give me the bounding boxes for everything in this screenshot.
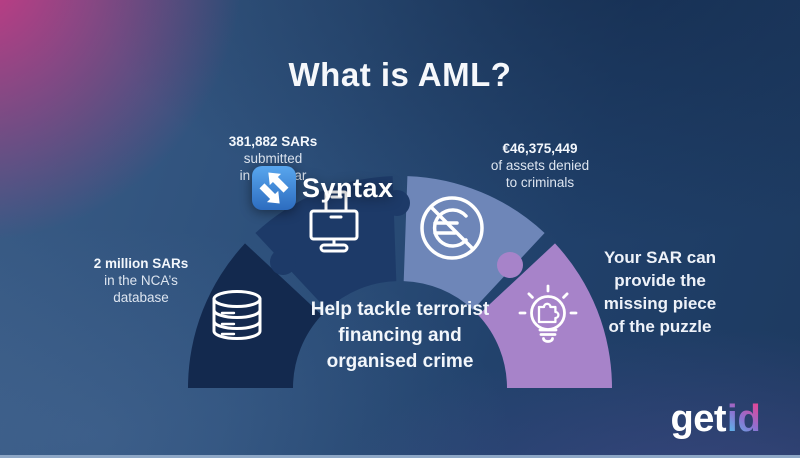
stat-line: submitted <box>243 151 303 166</box>
center-message: Help tackle terrorist financing and orga… <box>290 297 510 375</box>
stat-line: in the NCA’s <box>104 273 178 288</box>
database-icon <box>212 290 262 340</box>
stat-line: of assets denied <box>490 158 590 173</box>
stat-line: Your SAR can <box>603 248 717 267</box>
stat-nca-database: 2 million SARs in the NCA’s database <box>41 255 241 306</box>
puzzle-tab <box>384 190 410 216</box>
puzzle-piece-assets <box>403 176 545 310</box>
puzzle-piece-bulb <box>478 243 612 388</box>
swap-arrows-icon <box>252 166 296 210</box>
stat-line: provide the <box>614 271 706 290</box>
stat-line: of the puzzle <box>608 317 712 336</box>
stat-value: €46,375,449 <box>502 141 578 156</box>
syntax-watermark: Syntax <box>252 166 394 210</box>
center-message-line: organised crime <box>326 351 474 372</box>
center-message-line: Help tackle terrorist <box>310 299 490 320</box>
stat-line: missing piece <box>603 294 717 313</box>
monitor-document-icon <box>309 190 359 253</box>
center-message-line: financing and <box>338 325 462 346</box>
page-title: What is AML? <box>288 56 512 93</box>
puzzle-piece-submission <box>255 176 397 310</box>
stat-value: 2 million SARs <box>93 256 189 271</box>
logo-suffix: id <box>727 398 761 440</box>
stat-line: database <box>113 290 169 305</box>
stat-your-sar: Your SAR can provide the missing piece o… <box>560 246 760 338</box>
stat-value: 381,882 SARs <box>228 134 318 149</box>
getid-logo: get id <box>671 398 771 442</box>
stat-line: to criminals <box>505 175 575 190</box>
lightbulb-puzzle-icon <box>518 284 578 343</box>
logo-suffix-gradient: id <box>727 398 761 440</box>
watermark-label: Syntax <box>302 172 394 203</box>
puzzle-tab <box>497 252 523 278</box>
bottom-edge-strip <box>0 455 800 458</box>
logo-prefix: get <box>670 398 727 440</box>
no-euro-icon <box>420 196 484 260</box>
puzzle-tab <box>270 249 296 275</box>
stat-assets-denied: €46,375,449 of assets denied to criminal… <box>440 140 640 191</box>
